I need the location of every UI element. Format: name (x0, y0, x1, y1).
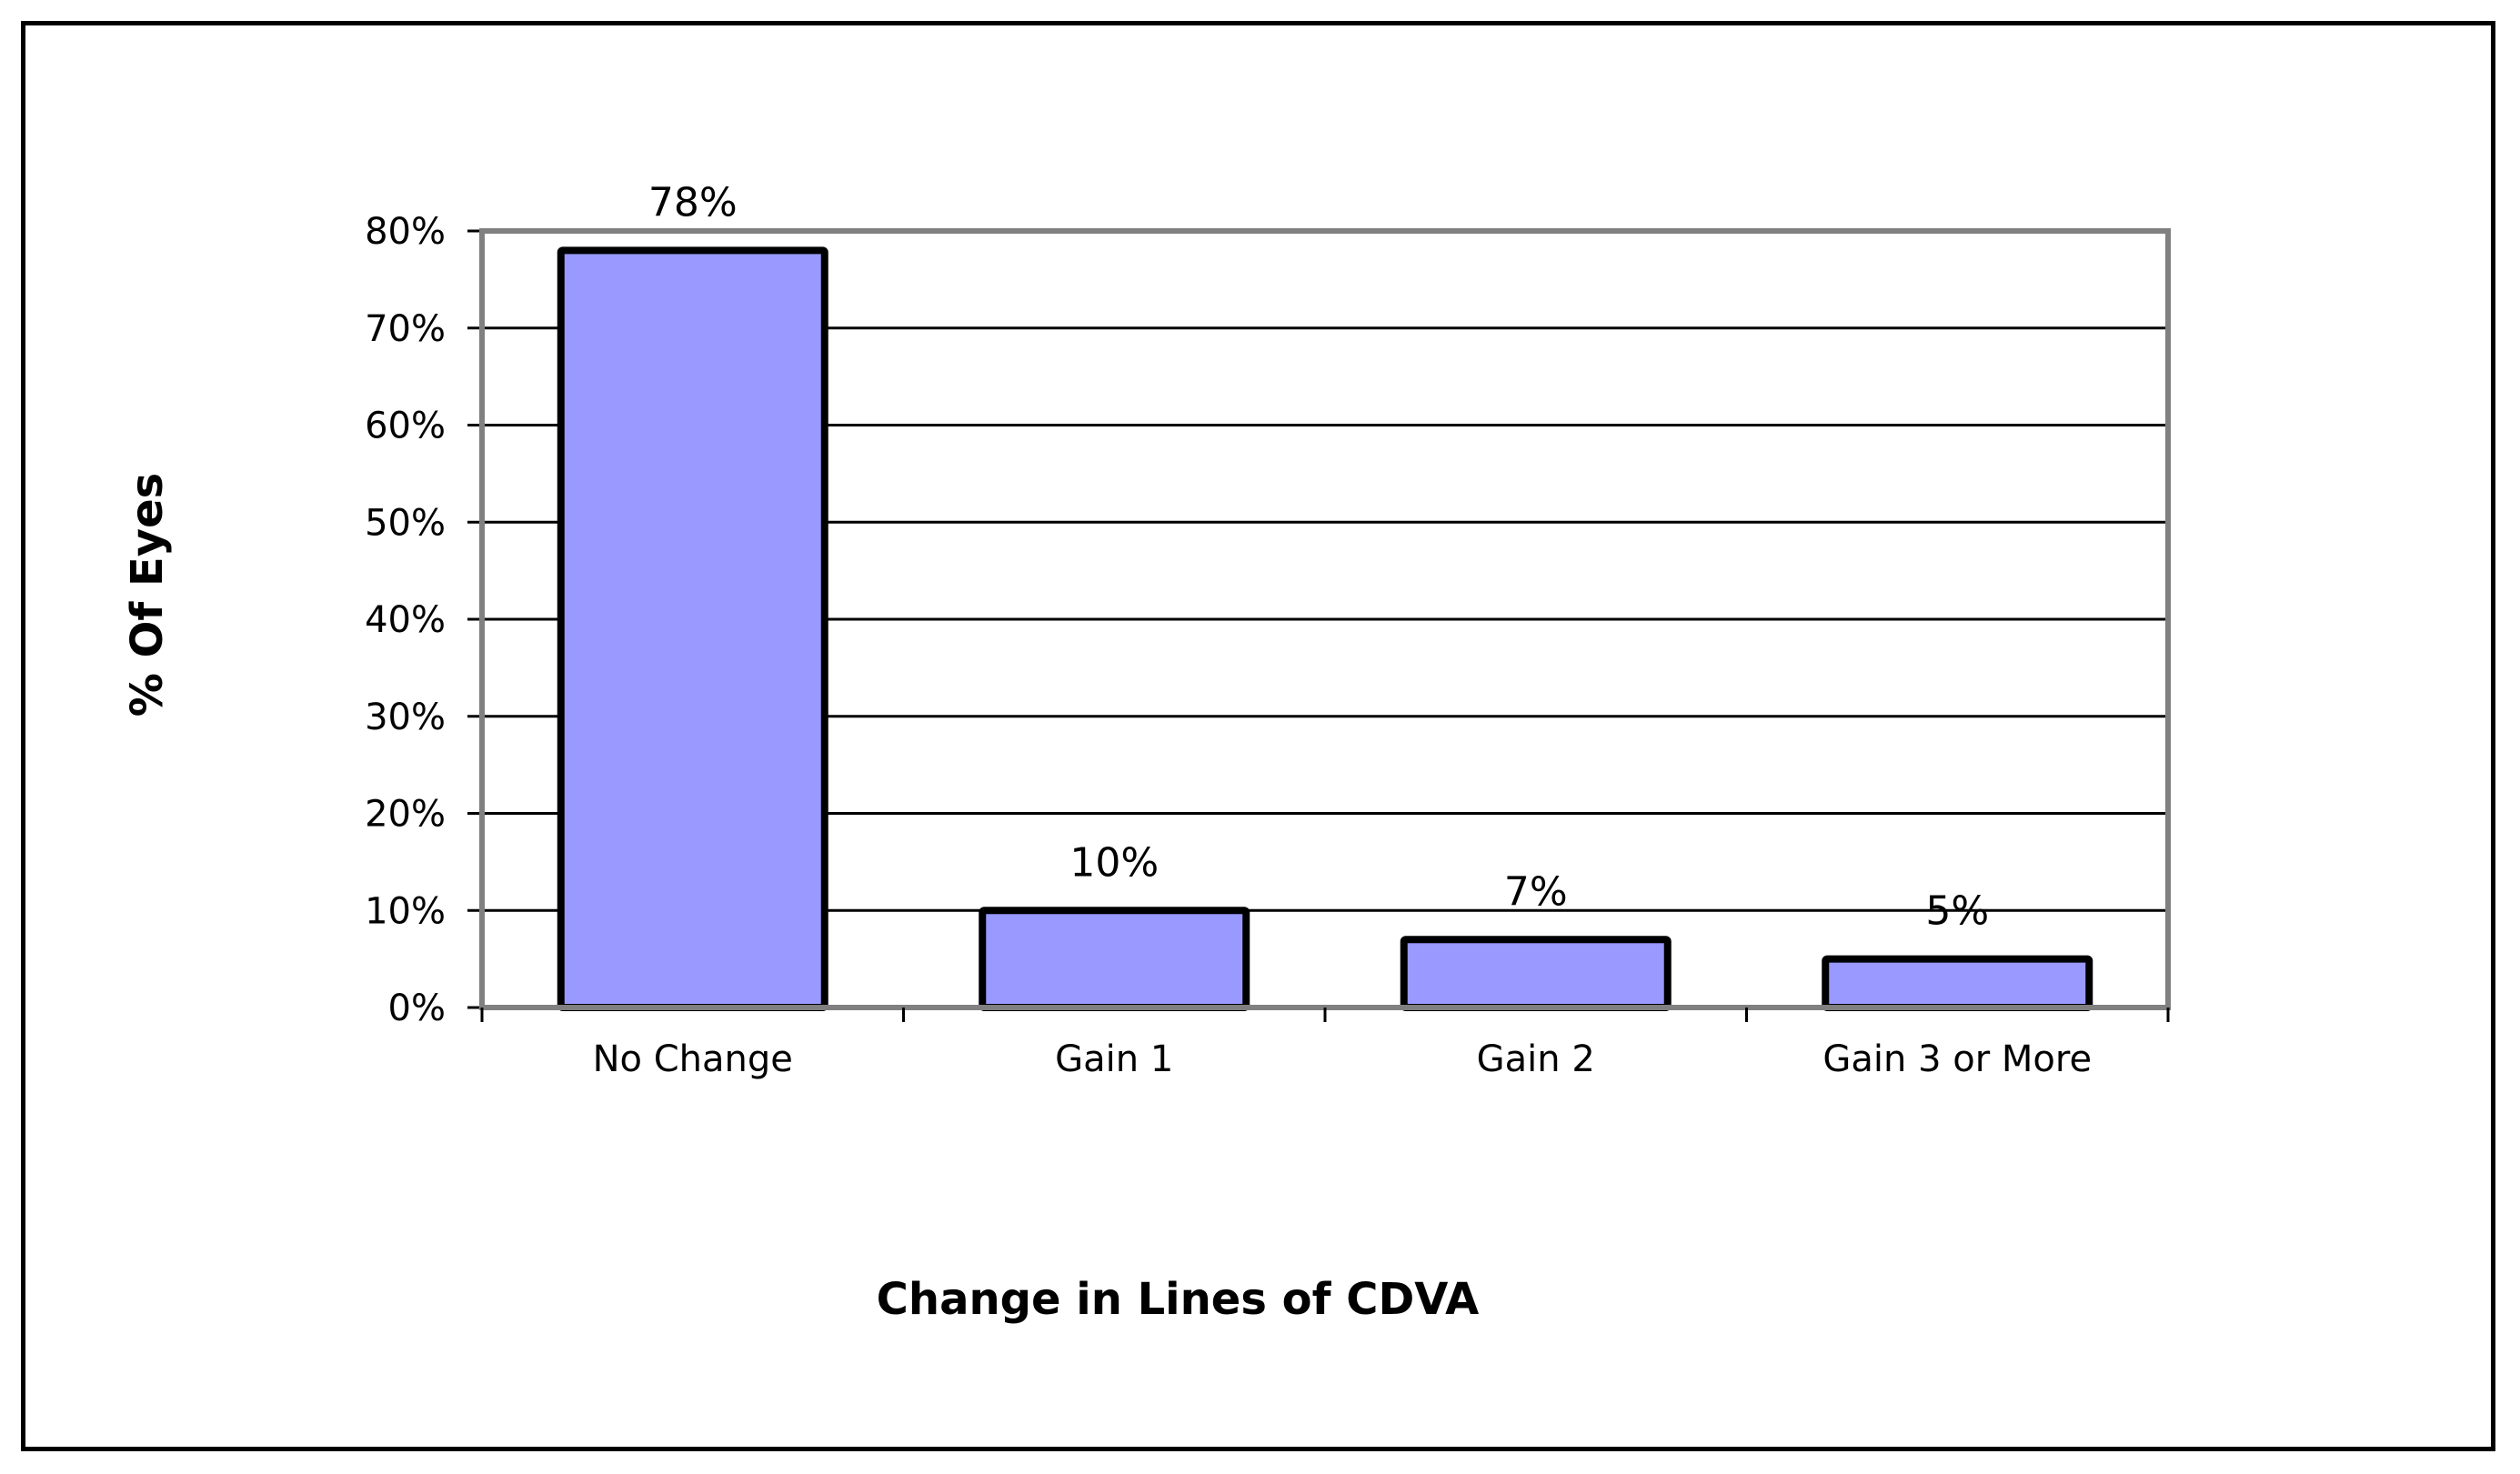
y-tick-label: 70% (365, 308, 446, 350)
data-label: 78% (648, 179, 738, 226)
y-tick-label: 60% (365, 406, 446, 447)
bar-gain-2 (1400, 936, 1672, 1012)
y-tick-label: 80% (365, 211, 446, 253)
y-tick-label: 50% (365, 502, 446, 544)
y-tick-label: 40% (365, 599, 446, 641)
y-tick-label: 10% (365, 890, 446, 932)
chart-frame (21, 21, 2495, 1451)
data-label: 7% (1504, 868, 1568, 915)
bar-gain-3-or-more (1822, 955, 2093, 1011)
y-axis-title: % Of Eyes (122, 473, 173, 717)
x-tick-labels: No Change Gain 1 Gain 2 Gain 3 or More (593, 1038, 2092, 1080)
x-tick-label: Gain 1 (1055, 1038, 1173, 1080)
x-tick-label: Gain 3 or More (1822, 1038, 2092, 1080)
y-tick-labels: 0% 10% 20% 30% 40% 50% 60% 70% 80% (365, 211, 446, 1029)
x-tick-label: No Change (593, 1038, 793, 1080)
bar-gain-1 (979, 907, 1250, 1011)
bars (557, 246, 2093, 1012)
bar-no-change (557, 246, 828, 1012)
y-tick-label: 0% (388, 988, 446, 1029)
y-tick-label: 20% (365, 794, 446, 836)
data-label: 10% (1069, 839, 1159, 886)
y-tick-label: 30% (365, 697, 446, 738)
axes (467, 228, 2171, 1022)
x-axis-title: Change in Lines of CDVA (877, 1274, 1480, 1325)
data-labels: 78% 10% 7% 5% (648, 179, 1989, 934)
data-label: 5% (1925, 888, 1989, 935)
x-tick-label: Gain 2 (1477, 1038, 1595, 1080)
